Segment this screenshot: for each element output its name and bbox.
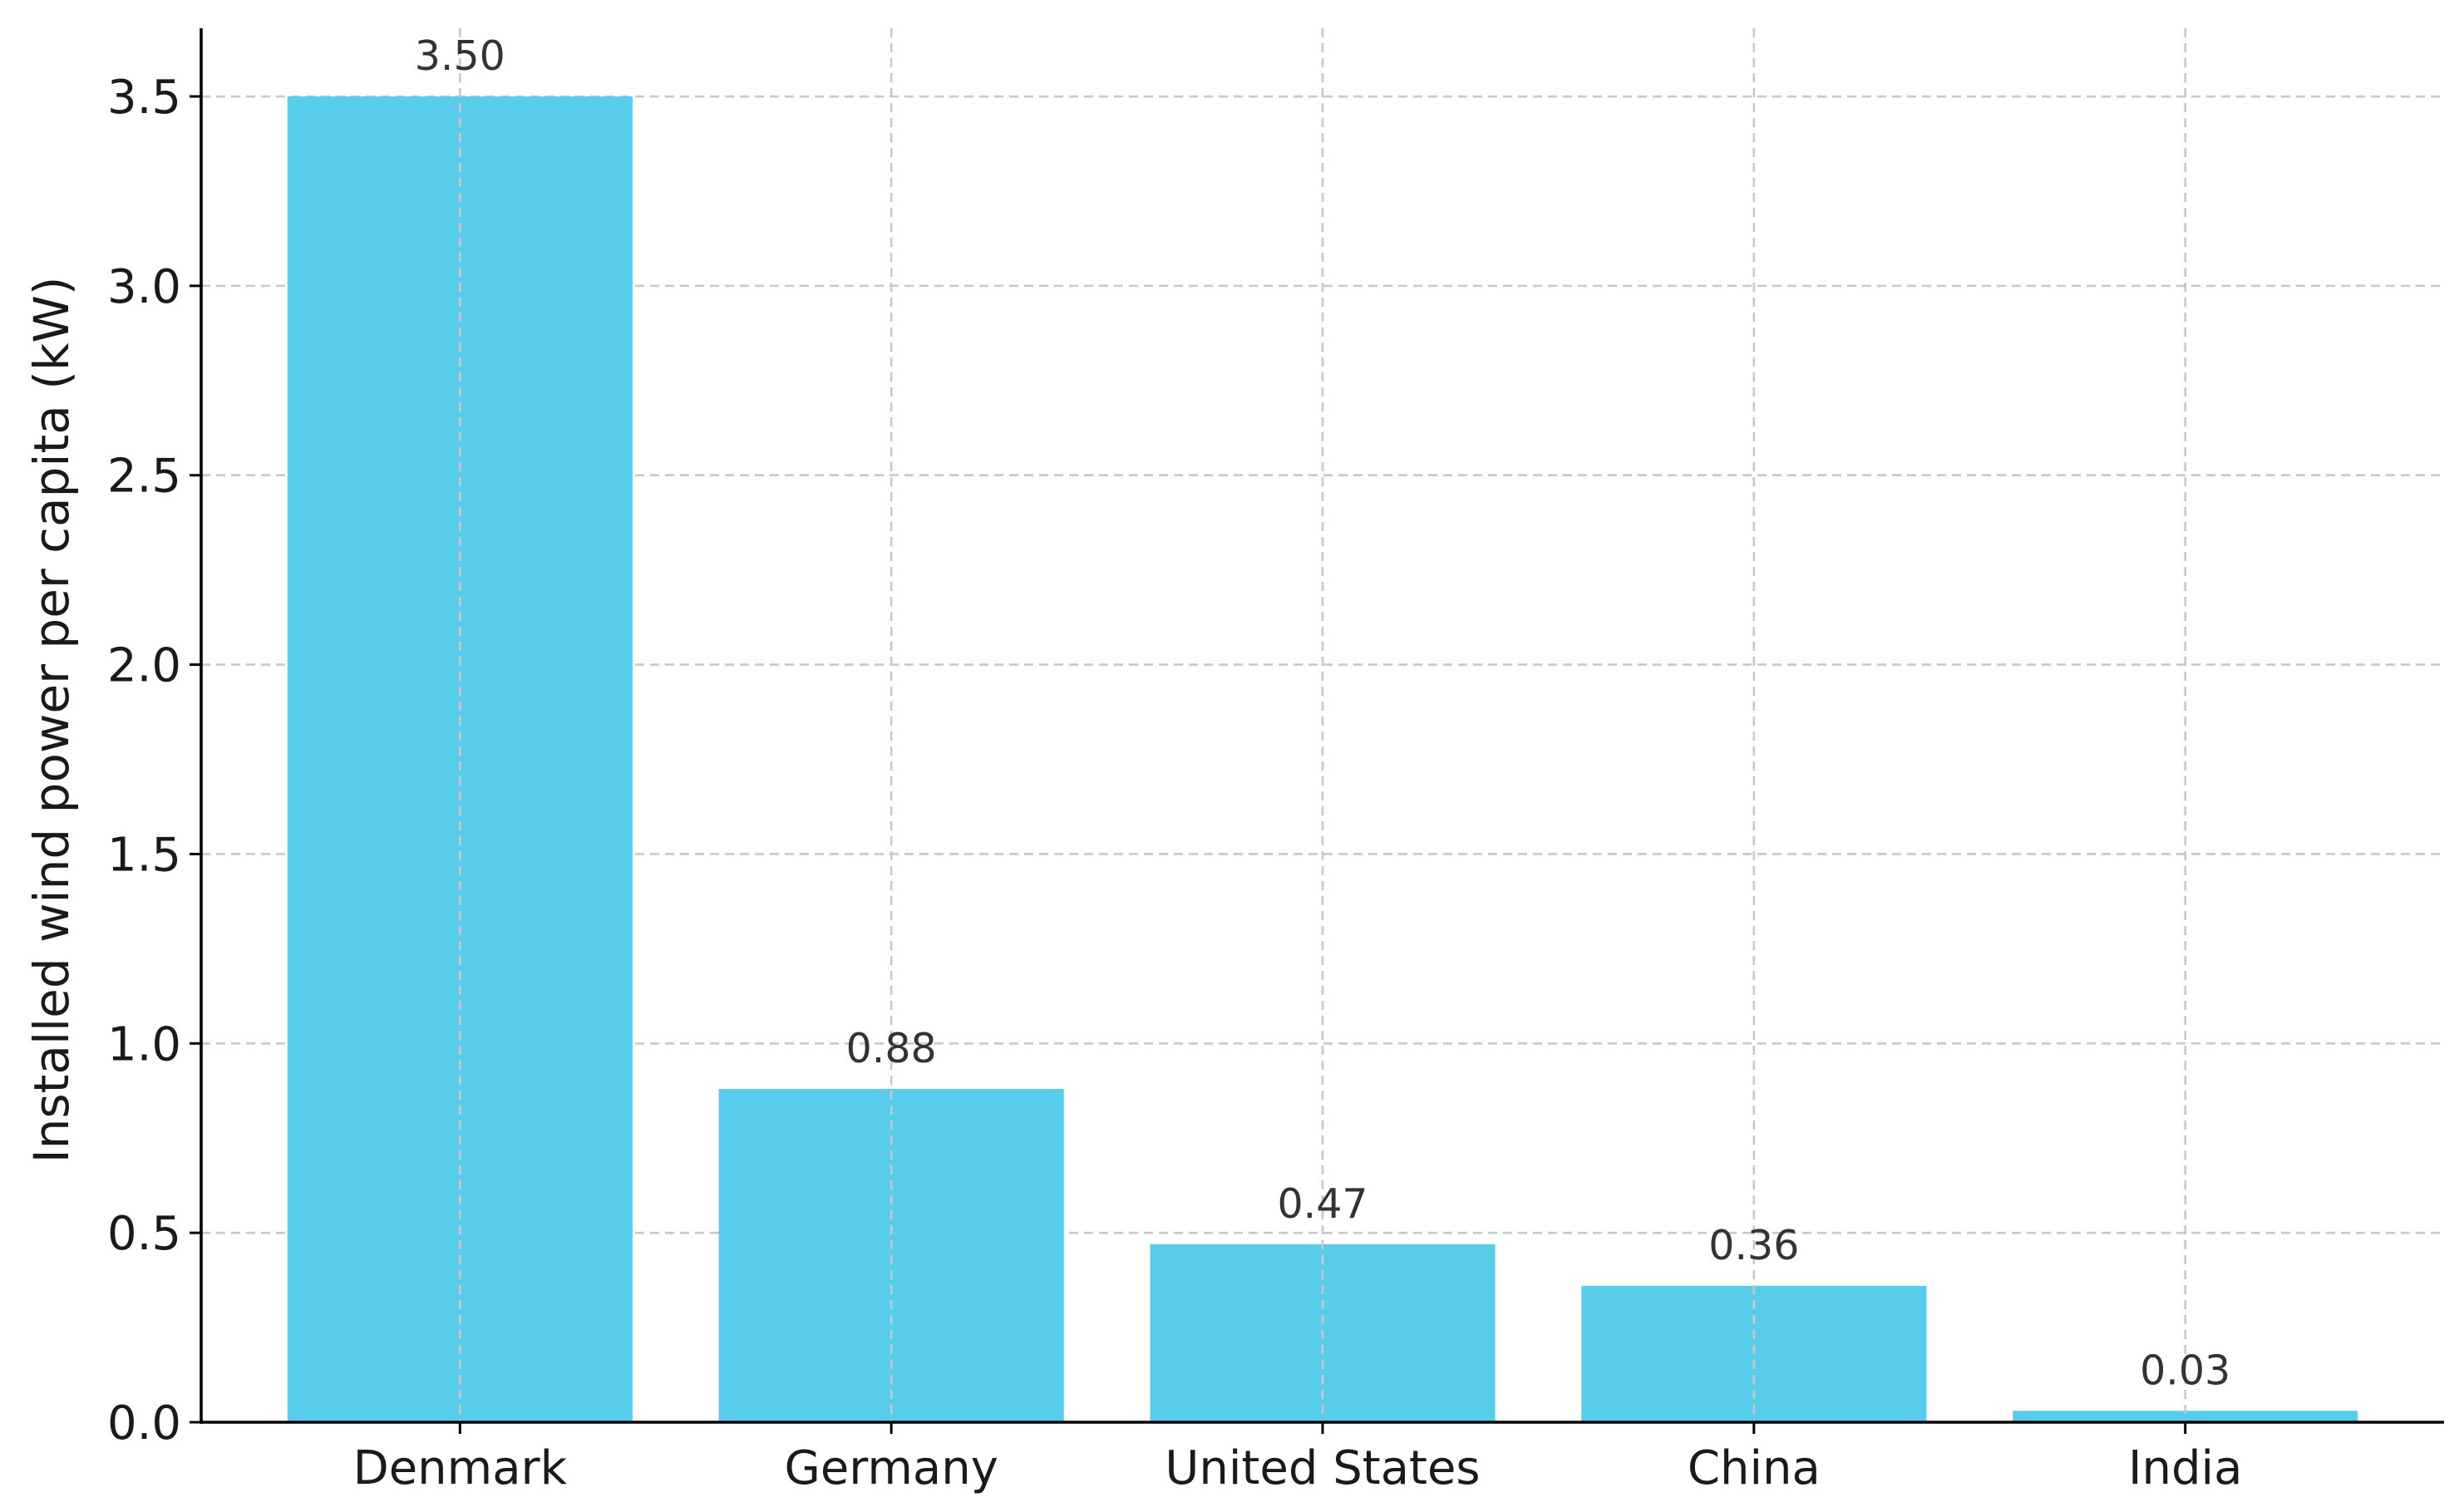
data-label-india: 0.03 [2140,1347,2230,1394]
x-tick-label: Germany [784,1441,998,1495]
bar-denmark [287,96,633,1422]
y-tick-label: 1.0 [107,1017,181,1071]
y-tick-label: 0.5 [107,1207,181,1261]
y-axis-ticks: 0.0 0.5 1.0 1.5 2.0 2.5 3.0 3.5 [107,71,201,1450]
bars [287,28,2358,1422]
x-tick-label: United States [1165,1441,1480,1495]
x-tick-label: China [1688,1441,1821,1495]
data-label-denmark: 3.50 [415,32,505,80]
data-label-united-states: 0.47 [1277,1180,1367,1228]
y-axis-title: Installed wind power per capita (kW) [23,277,80,1164]
y-tick-label: 3.5 [107,71,181,125]
data-label-germany: 0.88 [846,1025,937,1072]
y-tick-label: 0.0 [107,1396,181,1450]
y-tick-label: 2.0 [107,639,181,693]
data-labels: 3.50 0.88 0.47 0.36 0.03 [415,32,2230,1394]
bar-india [2013,1411,2358,1422]
x-tick-label: India [2128,1441,2242,1495]
data-label-china: 0.36 [1708,1222,1799,1269]
y-tick-label: 1.5 [107,828,181,882]
y-tick-label: 3.0 [107,260,181,314]
y-tick-label: 2.5 [107,450,181,504]
x-tick-label: Denmark [353,1441,568,1495]
x-axis-ticks: Denmark Germany United States China India [353,1422,2242,1495]
